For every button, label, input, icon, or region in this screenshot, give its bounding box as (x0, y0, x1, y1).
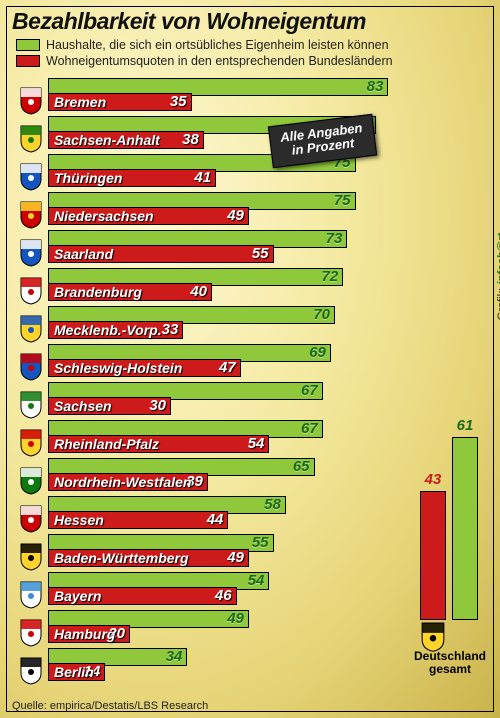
state-crest-icon (18, 657, 44, 685)
state-label: Bremen (54, 93, 106, 111)
state-row: 6947Schleswig-Holstein (10, 344, 400, 382)
state-label: Berlin (54, 663, 94, 681)
de-red-value: 43 (420, 471, 446, 488)
germany-crest-icon (420, 622, 446, 650)
state-row: 5446Bayern (10, 572, 400, 610)
legend-label-green: Haushalte, die sich ein ortsübliches Eig… (46, 38, 389, 52)
state-crest-icon (18, 467, 44, 495)
state-label: Mecklenb.-Vorp. (54, 321, 162, 339)
de-green-value: 61 (452, 417, 478, 434)
state-crest-icon (18, 277, 44, 305)
legend-label-red: Wohneigentumsquoten in den entsprechende… (46, 54, 393, 68)
state-row: 3414Berlin (10, 648, 400, 686)
state-crest-icon (18, 315, 44, 343)
state-row: 7541Thüringen (10, 154, 400, 192)
state-row: 7240Brandenburg (10, 268, 400, 306)
states-chart: 8335Bremen8038Sachsen-Anhalt7541Thüringe… (10, 78, 400, 686)
de-bar-green (452, 437, 478, 620)
credit-text: Grafik: infoch@rt. (496, 230, 500, 320)
germany-total: 61 43 Deutschlandgesamt (414, 320, 486, 690)
state-row: 6539Nordrhein-Westfalen (10, 458, 400, 496)
legend-swatch-green (16, 39, 40, 51)
state-label: Hessen (54, 511, 104, 529)
de-bar-red (420, 491, 446, 620)
legend-swatch-red (16, 55, 40, 67)
state-crest-icon (18, 201, 44, 229)
legend: Haushalte, die sich ein ortsübliches Eig… (16, 38, 393, 70)
state-row: 8335Bremen (10, 78, 400, 116)
state-label: Sachsen (54, 397, 112, 415)
state-label: Rheinland-Pfalz (54, 435, 159, 453)
state-crest-icon (18, 163, 44, 191)
state-crest-icon (18, 353, 44, 381)
state-label: Niedersachsen (54, 207, 154, 225)
source-text: Quelle: empirica/Destatis/LBS Research (12, 700, 208, 712)
state-label: Schleswig-Holstein (54, 359, 182, 377)
state-label: Baden-Württemberg (54, 549, 189, 567)
state-label: Brandenburg (54, 283, 142, 301)
state-label: Thüringen (54, 169, 122, 187)
state-crest-icon (18, 619, 44, 647)
state-crest-icon (18, 87, 44, 115)
state-crest-icon (18, 391, 44, 419)
state-crest-icon (18, 125, 44, 153)
state-row: 5549Baden-Württemberg (10, 534, 400, 572)
state-crest-icon (18, 505, 44, 533)
state-crest-icon (18, 581, 44, 609)
page-title: Bezahlbarkeit von Wohneigentum (12, 8, 366, 35)
state-label: Sachsen-Anhalt (54, 131, 160, 149)
state-crest-icon (18, 239, 44, 267)
germany-label: Deutschlandgesamt (414, 650, 486, 692)
state-row: 6730Sachsen (10, 382, 400, 420)
state-label: Bayern (54, 587, 101, 605)
state-row: 7549Niedersachsen (10, 192, 400, 230)
state-crest-icon (18, 543, 44, 571)
state-label: Saarland (54, 245, 113, 263)
state-row: 7355Saarland (10, 230, 400, 268)
state-label: Nordrhein-Westfalen (54, 473, 191, 491)
state-crest-icon (18, 429, 44, 457)
state-label: Hamburg (54, 625, 115, 643)
state-row: 7033Mecklenb.-Vorp. (10, 306, 400, 344)
state-row: 6754Rheinland-Pfalz (10, 420, 400, 458)
state-row: 5844Hessen (10, 496, 400, 534)
state-row: 4920Hamburg (10, 610, 400, 648)
